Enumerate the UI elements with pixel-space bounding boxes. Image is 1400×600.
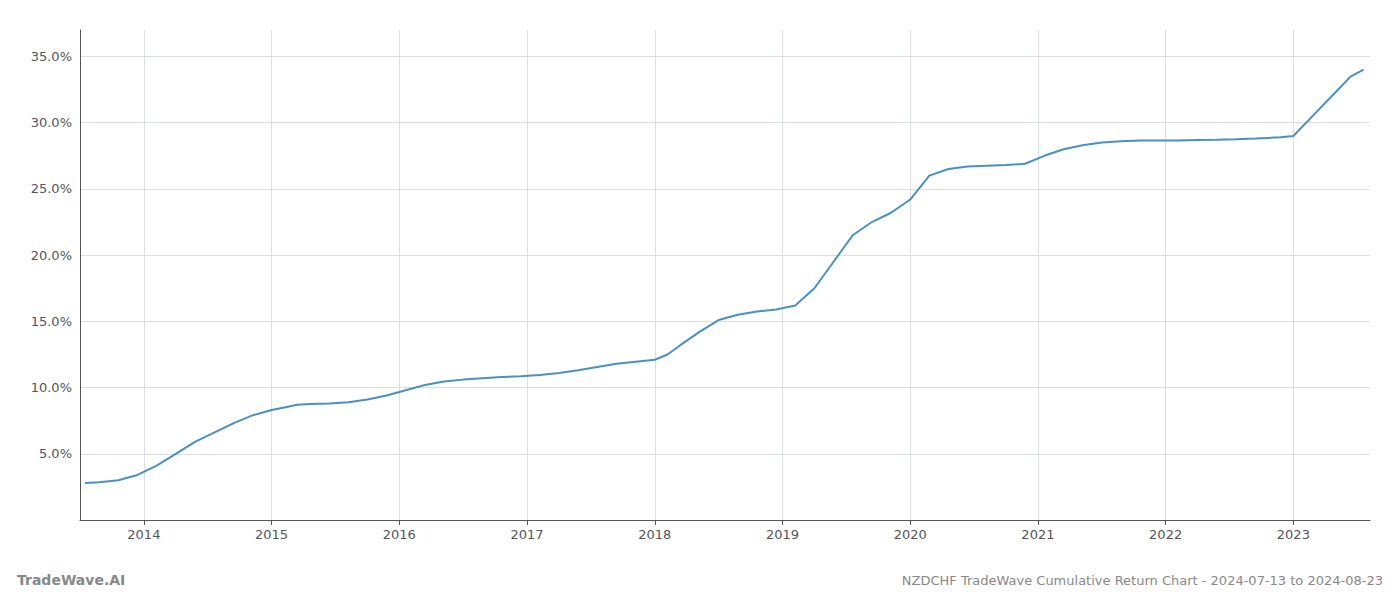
svg-text:2022: 2022 — [1149, 527, 1182, 542]
svg-text:2014: 2014 — [127, 527, 160, 542]
svg-text:2021: 2021 — [1021, 527, 1054, 542]
svg-text:35.0%: 35.0% — [31, 49, 72, 64]
svg-text:10.0%: 10.0% — [31, 380, 72, 395]
svg-text:2020: 2020 — [894, 527, 927, 542]
svg-text:2016: 2016 — [383, 527, 416, 542]
svg-text:2019: 2019 — [766, 527, 799, 542]
svg-text:5.0%: 5.0% — [39, 446, 72, 461]
svg-text:2023: 2023 — [1277, 527, 1310, 542]
svg-text:NZDCHF TradeWave Cumulative Re: NZDCHF TradeWave Cumulative Return Chart… — [902, 573, 1383, 588]
svg-text:2018: 2018 — [638, 527, 671, 542]
svg-text:TradeWave.AI: TradeWave.AI — [17, 572, 125, 588]
svg-text:2017: 2017 — [510, 527, 543, 542]
svg-text:25.0%: 25.0% — [31, 181, 72, 196]
svg-text:20.0%: 20.0% — [31, 248, 72, 263]
svg-text:15.0%: 15.0% — [31, 314, 72, 329]
svg-text:2015: 2015 — [255, 527, 288, 542]
svg-text:30.0%: 30.0% — [31, 115, 72, 130]
